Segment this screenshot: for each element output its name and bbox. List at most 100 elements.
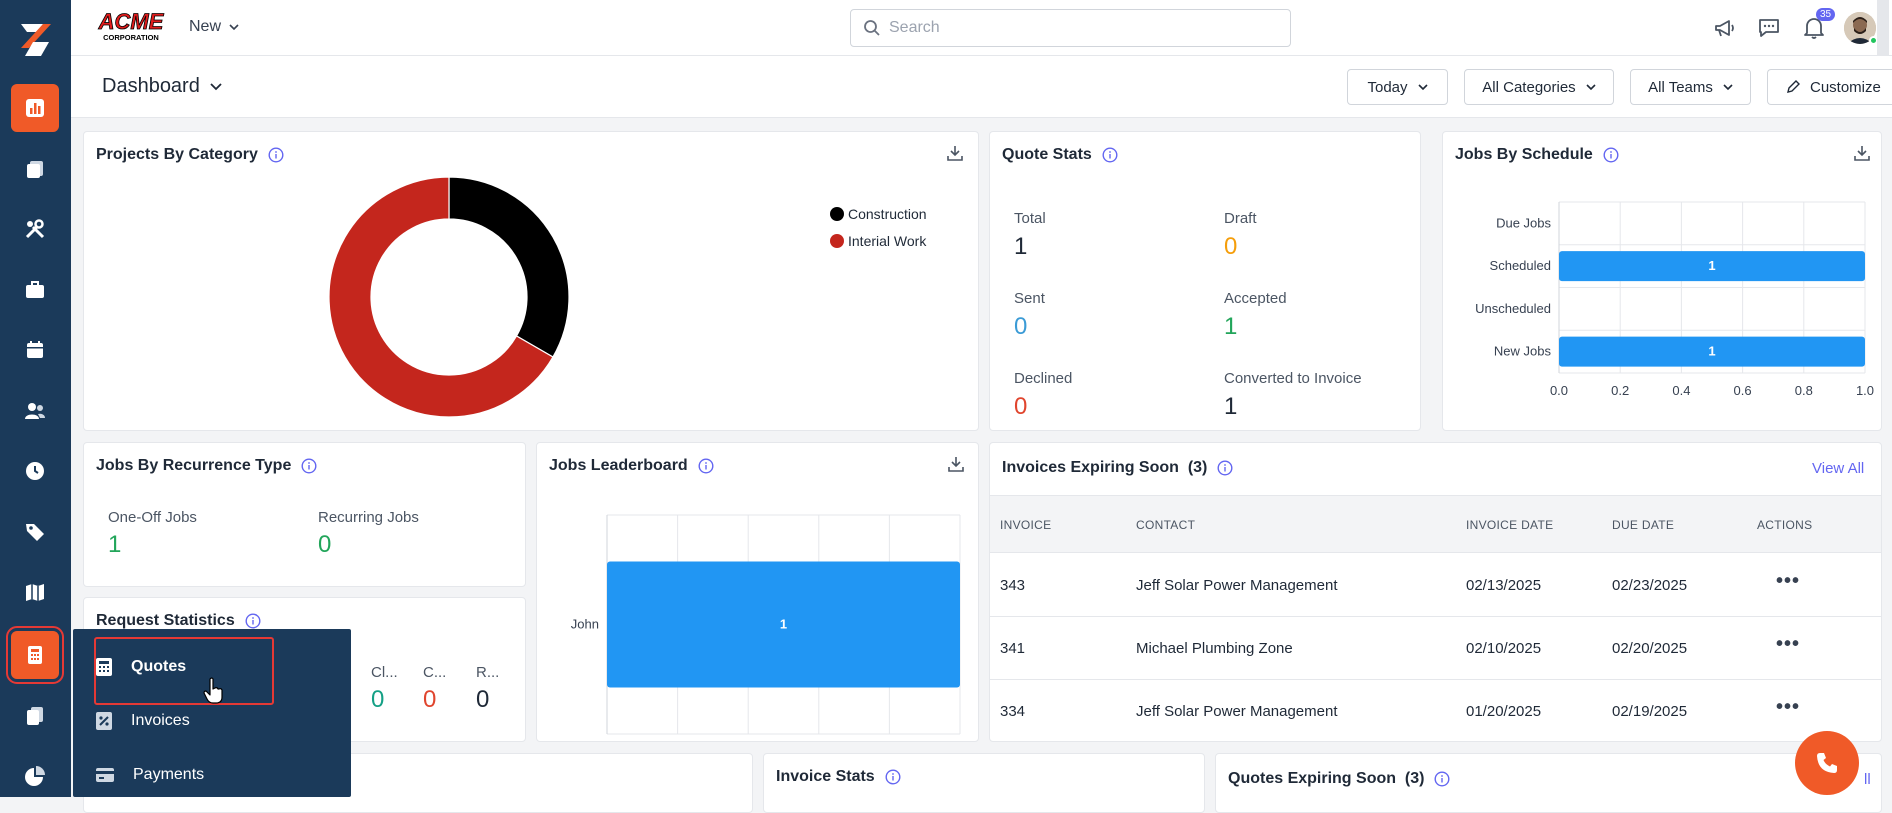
dashboard-header: Dashboard Today All Categories All Teams… bbox=[71, 56, 1892, 118]
column-header: ACTIONS bbox=[1757, 518, 1813, 532]
dashboard-selector[interactable]: Dashboard bbox=[102, 75, 222, 98]
category-filter-dropdown[interactable]: All Categories bbox=[1464, 69, 1614, 105]
more-actions-icon[interactable]: ••• bbox=[1776, 633, 1801, 655]
info-icon[interactable] bbox=[885, 769, 901, 785]
invoice-date: 02/10/2025 bbox=[1466, 640, 1542, 657]
sidebar-item-map[interactable] bbox=[11, 568, 59, 616]
column-header[interactable]: INVOICE bbox=[1000, 518, 1052, 532]
more-actions-icon[interactable]: ••• bbox=[1776, 570, 1801, 592]
chevron-down-icon bbox=[1417, 83, 1428, 91]
contact-name[interactable]: Jeff Solar Power Management bbox=[1136, 577, 1338, 594]
column-header[interactable]: CONTACT bbox=[1136, 518, 1196, 532]
info-icon[interactable] bbox=[301, 458, 317, 474]
download-icon[interactable] bbox=[946, 144, 964, 162]
svg-text:CORPORATION: CORPORATION bbox=[103, 33, 159, 42]
info-icon[interactable] bbox=[1102, 147, 1118, 163]
stat-label: Sent bbox=[1014, 290, 1045, 307]
contact-name[interactable]: Michael Plumbing Zone bbox=[1136, 640, 1293, 657]
sidebar-item-contacts[interactable] bbox=[11, 387, 59, 435]
legend-item[interactable]: Construction bbox=[830, 200, 927, 227]
column-header[interactable]: DUE DATE bbox=[1612, 518, 1675, 532]
download-icon[interactable] bbox=[1853, 144, 1871, 162]
acme-logo[interactable]: ACME CORPORATION bbox=[95, 9, 167, 43]
calculator-icon bbox=[24, 644, 46, 666]
count-badge: (3) bbox=[1187, 459, 1208, 476]
stat-value: 0 bbox=[423, 686, 437, 713]
pie-chart-icon bbox=[24, 765, 46, 787]
sidebar-item-dashboard[interactable] bbox=[11, 84, 59, 132]
customize-button[interactable]: Customize bbox=[1767, 69, 1892, 105]
clipboard-icon bbox=[24, 158, 46, 180]
sidebar-item-calendar[interactable] bbox=[11, 326, 59, 374]
bar-data-label: 1 bbox=[1708, 258, 1715, 273]
info-icon[interactable] bbox=[1434, 771, 1450, 787]
card-title: Quote Stats bbox=[1002, 146, 1092, 163]
sidebar-item-timesheet[interactable] bbox=[11, 447, 59, 495]
column-header[interactable]: INVOICE DATE bbox=[1466, 518, 1554, 532]
y-tick-label: New Jobs bbox=[1494, 344, 1552, 359]
bell-icon[interactable]: 35 bbox=[1800, 8, 1836, 42]
search-box bbox=[850, 9, 1291, 47]
info-icon[interactable] bbox=[1603, 147, 1619, 163]
info-icon[interactable] bbox=[1217, 460, 1233, 476]
flyout-item-quotes[interactable]: Quotes bbox=[95, 649, 285, 685]
info-icon[interactable] bbox=[245, 613, 261, 629]
app-logo-icon[interactable] bbox=[13, 18, 57, 62]
invoice-number[interactable]: 343 bbox=[1000, 577, 1026, 594]
sidebar-item-projects[interactable] bbox=[11, 145, 59, 193]
svg-text:ACME: ACME bbox=[98, 9, 165, 34]
sidebar-item-reports[interactable] bbox=[11, 752, 59, 800]
stat-label: Declined bbox=[1014, 370, 1073, 387]
info-icon[interactable] bbox=[698, 458, 714, 474]
sidebar-item-documents[interactable] bbox=[11, 692, 59, 740]
contact-name[interactable]: Jeff Solar Power Management bbox=[1136, 703, 1338, 720]
sidebar-item-sales[interactable] bbox=[6, 626, 64, 684]
more-actions-icon[interactable]: ••• bbox=[1776, 696, 1801, 718]
sidebar-item-pricebook[interactable] bbox=[11, 508, 59, 556]
table-row[interactable]: 334 Jeff Solar Power Management 01/20/20… bbox=[990, 680, 1881, 741]
sidebar-item-jobs[interactable] bbox=[11, 205, 59, 253]
jobs-by-recurrence-card: Jobs By Recurrence Type One-Off Jobs 1 R… bbox=[83, 442, 526, 587]
invoice-number[interactable]: 341 bbox=[1000, 640, 1026, 657]
jobs-by-schedule-card: Jobs By Schedule 0.0 0.2 0.4 0.6 0.8 1.0 Due J… bbox=[1442, 131, 1882, 431]
invoice-number[interactable]: 334 bbox=[1000, 703, 1026, 720]
chat-icon[interactable] bbox=[1755, 14, 1783, 42]
invoices-expiring-card: Invoices Expiring Soon (3) View All INVO… bbox=[989, 442, 1882, 742]
x-tick-label: 0.8 bbox=[1795, 383, 1813, 398]
card-title: Jobs Leaderboard bbox=[549, 457, 688, 474]
stat-value: 0 bbox=[318, 531, 332, 558]
donut-chart bbox=[328, 176, 570, 418]
customize-label: Customize bbox=[1810, 78, 1881, 96]
bar bbox=[1559, 336, 1865, 367]
download-icon[interactable] bbox=[947, 455, 965, 473]
card-header: Quotes Expiring Soon (3) bbox=[1228, 770, 1450, 788]
scrollbar[interactable] bbox=[1877, 0, 1889, 56]
megaphone-icon[interactable] bbox=[1711, 14, 1739, 42]
card-header: Invoice Stats bbox=[776, 768, 901, 786]
date-filter-dropdown[interactable]: Today bbox=[1347, 69, 1448, 105]
stat-value: 0 bbox=[1224, 233, 1238, 260]
legend-swatch bbox=[830, 233, 844, 248]
projects-by-category-card: Projects By Category Construction Interia… bbox=[83, 131, 979, 431]
stat-label: Total bbox=[1014, 210, 1046, 227]
table-row[interactable]: 341 Michael Plumbing Zone 02/10/2025 02/… bbox=[990, 617, 1881, 680]
filter-label: All Teams bbox=[1648, 78, 1713, 96]
flyout-item-invoices[interactable]: Invoices bbox=[95, 703, 285, 739]
chevron-down-icon bbox=[229, 23, 239, 31]
card-title: Projects By Category bbox=[96, 146, 258, 163]
card-header: Request Statistics bbox=[96, 612, 261, 630]
info-icon[interactable] bbox=[268, 147, 284, 163]
legend-item[interactable]: Interial Work bbox=[830, 227, 927, 254]
new-dropdown[interactable]: New bbox=[189, 18, 239, 36]
flyout-item-payments[interactable]: Payments bbox=[95, 757, 285, 793]
stat-value: 1 bbox=[1224, 313, 1238, 340]
view-all-link[interactable]: View All bbox=[1812, 460, 1865, 477]
flyout-item-label: Payments bbox=[133, 766, 205, 783]
table-row[interactable]: 343 Jeff Solar Power Management 02/13/20… bbox=[990, 554, 1881, 617]
due-date: 02/20/2025 bbox=[1612, 640, 1688, 657]
team-filter-dropdown[interactable]: All Teams bbox=[1630, 69, 1751, 105]
call-button[interactable] bbox=[1795, 731, 1859, 795]
view-all-link[interactable]: ll bbox=[1864, 771, 1871, 788]
search-input[interactable] bbox=[889, 19, 1269, 37]
sidebar-item-work[interactable] bbox=[11, 266, 59, 314]
